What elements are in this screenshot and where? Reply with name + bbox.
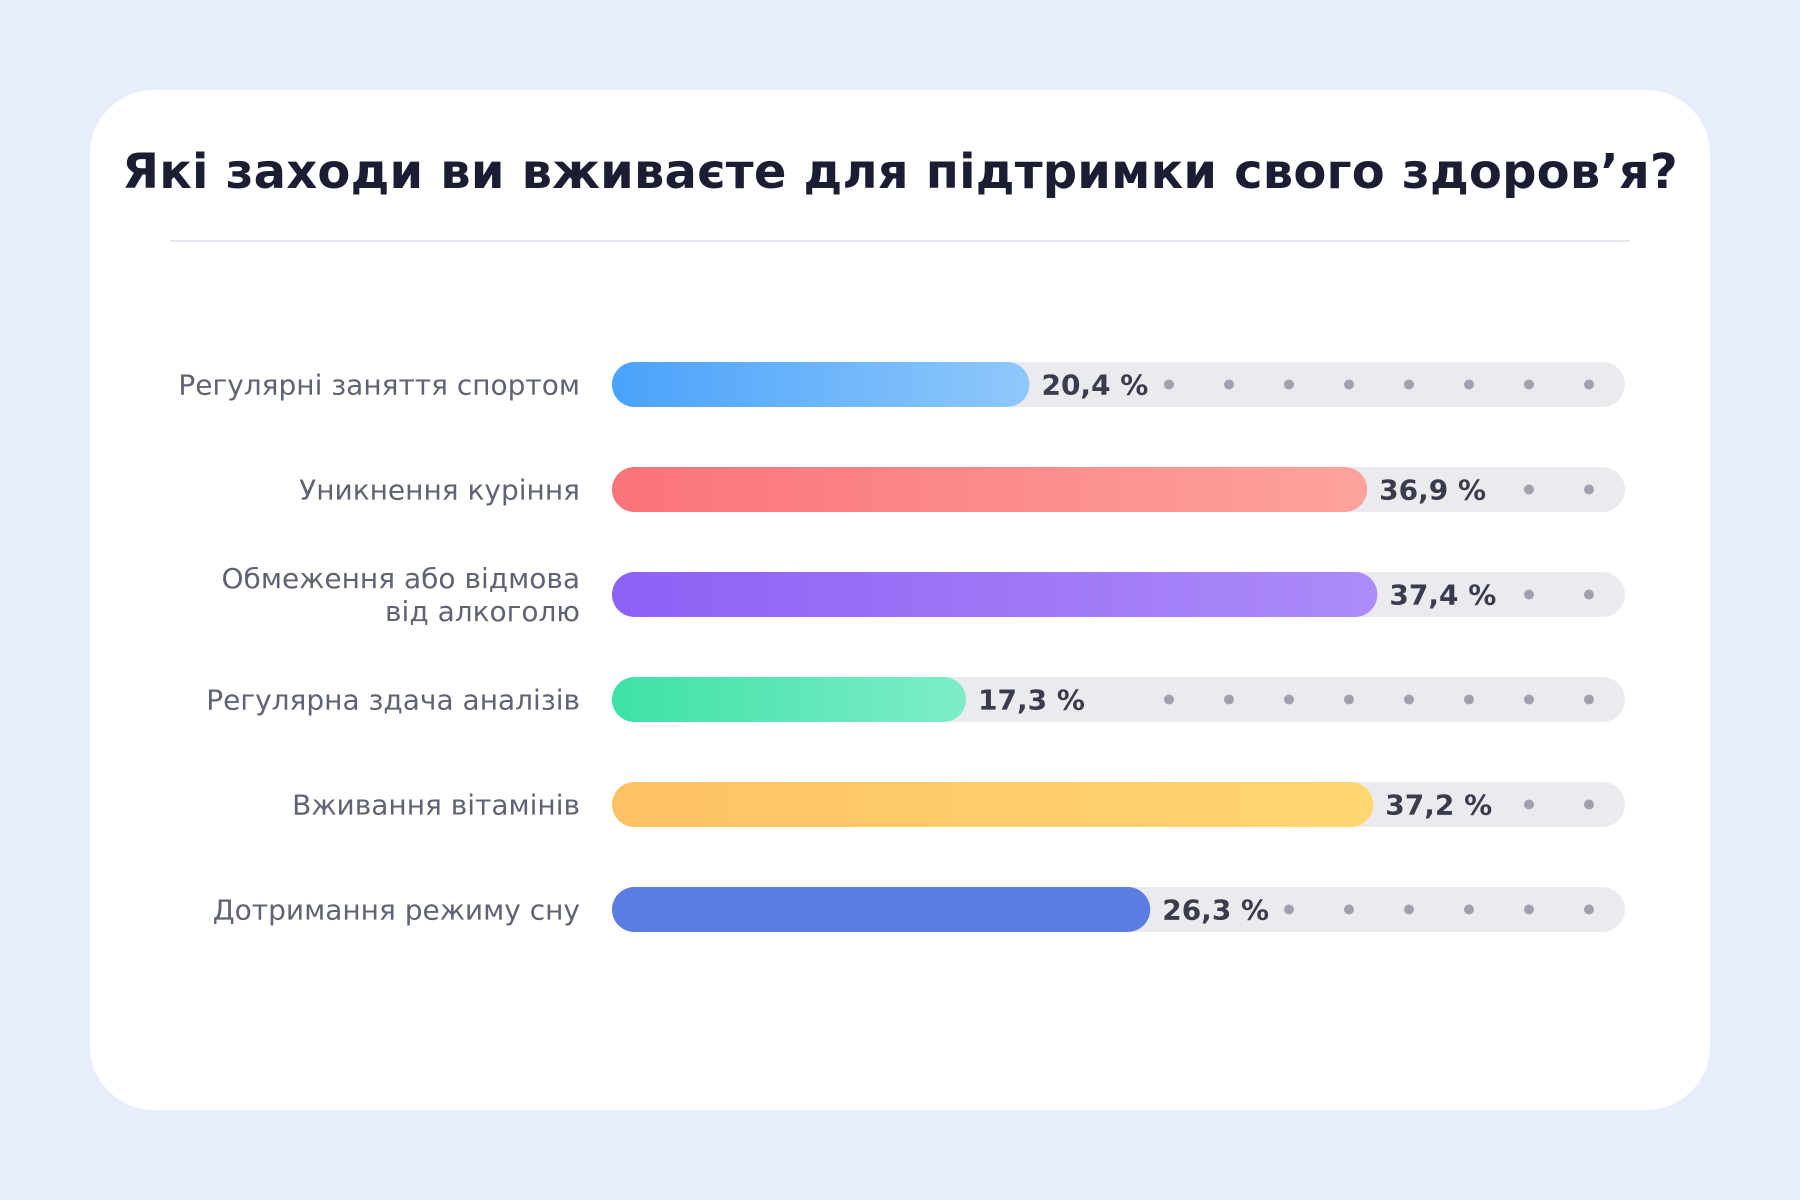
chart-title: Які заходи ви вживаєте для підтримки сво… bbox=[122, 144, 1678, 200]
category-label: Уникнення куріння bbox=[299, 474, 580, 507]
track-dot bbox=[1524, 904, 1534, 915]
track-dot bbox=[1344, 379, 1354, 390]
track-dot bbox=[1164, 379, 1174, 390]
track-dot bbox=[1584, 379, 1594, 390]
value-label: 26,3 % bbox=[1162, 894, 1269, 927]
track-dot bbox=[1404, 694, 1414, 705]
bar bbox=[612, 677, 967, 722]
bar bbox=[612, 467, 1368, 512]
track-dot bbox=[1464, 694, 1474, 705]
bar-row: 17,3 % Регулярна здача аналізів bbox=[206, 677, 1625, 722]
track-dot bbox=[1464, 904, 1474, 915]
category-label: Дотримання режиму сну bbox=[213, 894, 580, 927]
track-dot bbox=[1524, 799, 1534, 810]
track-dot bbox=[1524, 694, 1534, 705]
track-dot bbox=[1584, 484, 1594, 495]
bar-row: 26,3 % Дотримання режиму сну bbox=[213, 887, 1625, 932]
title-divider bbox=[170, 240, 1630, 242]
track-dot bbox=[1284, 379, 1294, 390]
category-label: Регулярні заняття спортом bbox=[178, 369, 580, 402]
value-label: 20,4 % bbox=[1041, 369, 1148, 402]
bar bbox=[612, 782, 1374, 827]
track-dot bbox=[1344, 904, 1354, 915]
track-dot bbox=[1524, 589, 1534, 600]
track-dot bbox=[1404, 379, 1414, 390]
value-label: 17,3 % bbox=[978, 684, 1085, 717]
track-dot bbox=[1224, 694, 1234, 705]
bar-row: 20,4 % Регулярні заняття спортом bbox=[178, 362, 1625, 407]
track-dot bbox=[1584, 904, 1594, 915]
track-dot bbox=[1584, 589, 1594, 600]
track-dot bbox=[1164, 694, 1174, 705]
value-label: 37,2 % bbox=[1385, 789, 1492, 822]
track-dot bbox=[1524, 484, 1534, 495]
track-dot bbox=[1584, 799, 1594, 810]
category-label: Вживання вітамінів bbox=[292, 789, 580, 822]
category-label: від алкоголю bbox=[385, 595, 580, 628]
track-dot bbox=[1584, 694, 1594, 705]
track-dot bbox=[1284, 904, 1294, 915]
track-dot bbox=[1224, 379, 1234, 390]
bar-row: 36,9 % Уникнення куріння bbox=[299, 467, 1625, 512]
track-dot bbox=[1524, 379, 1534, 390]
track-dot bbox=[1464, 379, 1474, 390]
category-label: Обмеження або відмова bbox=[222, 562, 580, 595]
bar-row: 37,2 % Вживання вітамінів bbox=[292, 782, 1625, 827]
track-dot bbox=[1284, 694, 1294, 705]
value-label: 37,4 % bbox=[1389, 579, 1496, 612]
track-dot bbox=[1404, 904, 1414, 915]
track-dot bbox=[1344, 694, 1354, 705]
value-label: 36,9 % bbox=[1379, 474, 1486, 507]
bar bbox=[612, 362, 1030, 407]
category-label: Регулярна здача аналізів bbox=[206, 684, 580, 717]
bar bbox=[612, 887, 1151, 932]
bar bbox=[612, 572, 1378, 617]
